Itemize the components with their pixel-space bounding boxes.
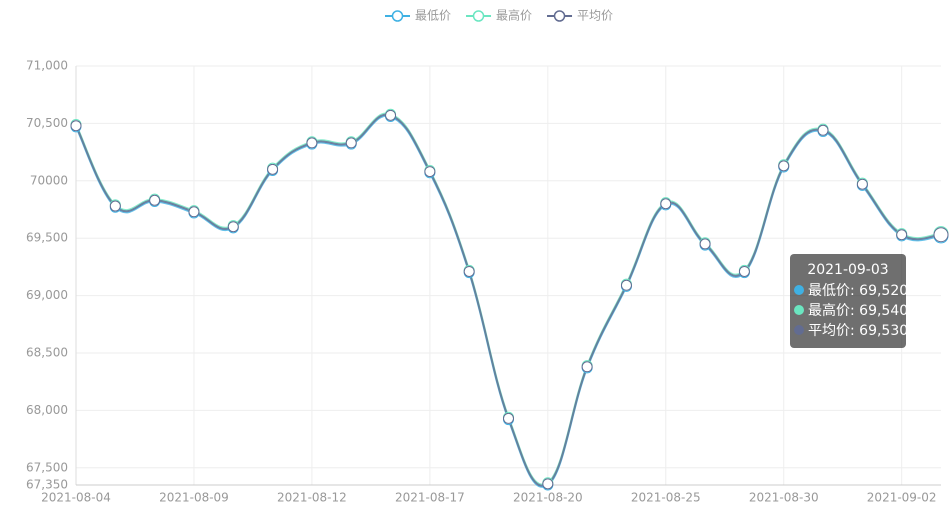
tooltip-dot bbox=[794, 285, 804, 295]
point bbox=[267, 163, 279, 175]
legend-marker bbox=[472, 10, 485, 22]
legend-label: 最高价 bbox=[496, 8, 532, 23]
tooltip-row: 平均价69,530 bbox=[790, 321, 909, 341]
tooltip-value: 69,540 bbox=[859, 303, 909, 319]
x-tick-label: 2021-09-02 bbox=[867, 491, 937, 505]
tooltip-series: 平均价 bbox=[808, 323, 859, 339]
tooltip-series: 最低价 bbox=[808, 283, 859, 299]
point bbox=[463, 265, 475, 277]
y-tick-label: 71,000 bbox=[26, 59, 68, 73]
tooltip: 2021-09-03 最低价69,520 最高价69,540 平均价69,530 bbox=[790, 254, 909, 348]
tooltip-value: 69,530 bbox=[859, 323, 909, 339]
legend-item[interactable]: 平均价 bbox=[547, 9, 613, 23]
point bbox=[620, 279, 632, 291]
x-tick-label: 2021-08-09 bbox=[159, 491, 229, 505]
x-tick-label: 2021-08-30 bbox=[749, 491, 819, 505]
point bbox=[817, 124, 829, 136]
y-tick-label: 68,000 bbox=[26, 403, 68, 417]
legend-label: 平均价 bbox=[577, 9, 613, 23]
tooltip-row: 最低价69,520 bbox=[790, 281, 909, 301]
x-tick-label: 2021-08-04 bbox=[41, 491, 111, 505]
y-tick-label: 68,500 bbox=[26, 345, 68, 359]
legend-label: 最低价 bbox=[415, 9, 451, 23]
legend-item[interactable]: 最高价 bbox=[466, 8, 532, 23]
x-tick-label: 2021-08-17 bbox=[395, 491, 465, 505]
point bbox=[896, 229, 908, 241]
y-tick-label: 70,500 bbox=[26, 116, 68, 130]
point bbox=[503, 412, 514, 424]
y-tick-label: 69,000 bbox=[26, 288, 68, 302]
tooltip-series: 最高价 bbox=[808, 303, 859, 319]
tooltip-row: 最高价69,540 bbox=[790, 301, 909, 321]
point bbox=[385, 109, 397, 121]
tooltip-title: 2021-09-03 bbox=[807, 262, 889, 278]
tooltip-dot bbox=[794, 305, 804, 315]
y-tick-label: 67,500 bbox=[26, 460, 68, 474]
y-tick-label: 69,500 bbox=[26, 231, 68, 245]
legend-marker bbox=[391, 10, 404, 22]
point bbox=[424, 166, 436, 178]
point bbox=[149, 194, 161, 206]
point bbox=[542, 478, 554, 490]
point bbox=[856, 178, 868, 190]
tooltip-dot bbox=[794, 325, 804, 335]
x-tick-label: 2021-08-25 bbox=[631, 491, 701, 505]
point bbox=[660, 198, 672, 210]
y-tick-label: 70000 bbox=[30, 173, 68, 187]
point bbox=[345, 137, 357, 149]
y-tick-label: 67,350 bbox=[26, 478, 68, 492]
point bbox=[70, 120, 82, 132]
tooltip-value: 69,520 bbox=[859, 283, 909, 299]
point bbox=[109, 200, 121, 212]
point bbox=[227, 221, 239, 233]
point bbox=[738, 265, 750, 277]
legend-item[interactable]: 最低价 bbox=[385, 9, 451, 23]
x-tick-label: 2021-08-12 bbox=[277, 491, 347, 505]
point bbox=[699, 238, 711, 250]
point bbox=[933, 227, 949, 243]
x-tick-label: 2021-08-20 bbox=[513, 491, 583, 505]
point bbox=[306, 137, 318, 149]
legend-marker bbox=[553, 10, 566, 22]
point bbox=[778, 160, 790, 172]
point bbox=[581, 361, 593, 373]
point bbox=[188, 206, 200, 218]
